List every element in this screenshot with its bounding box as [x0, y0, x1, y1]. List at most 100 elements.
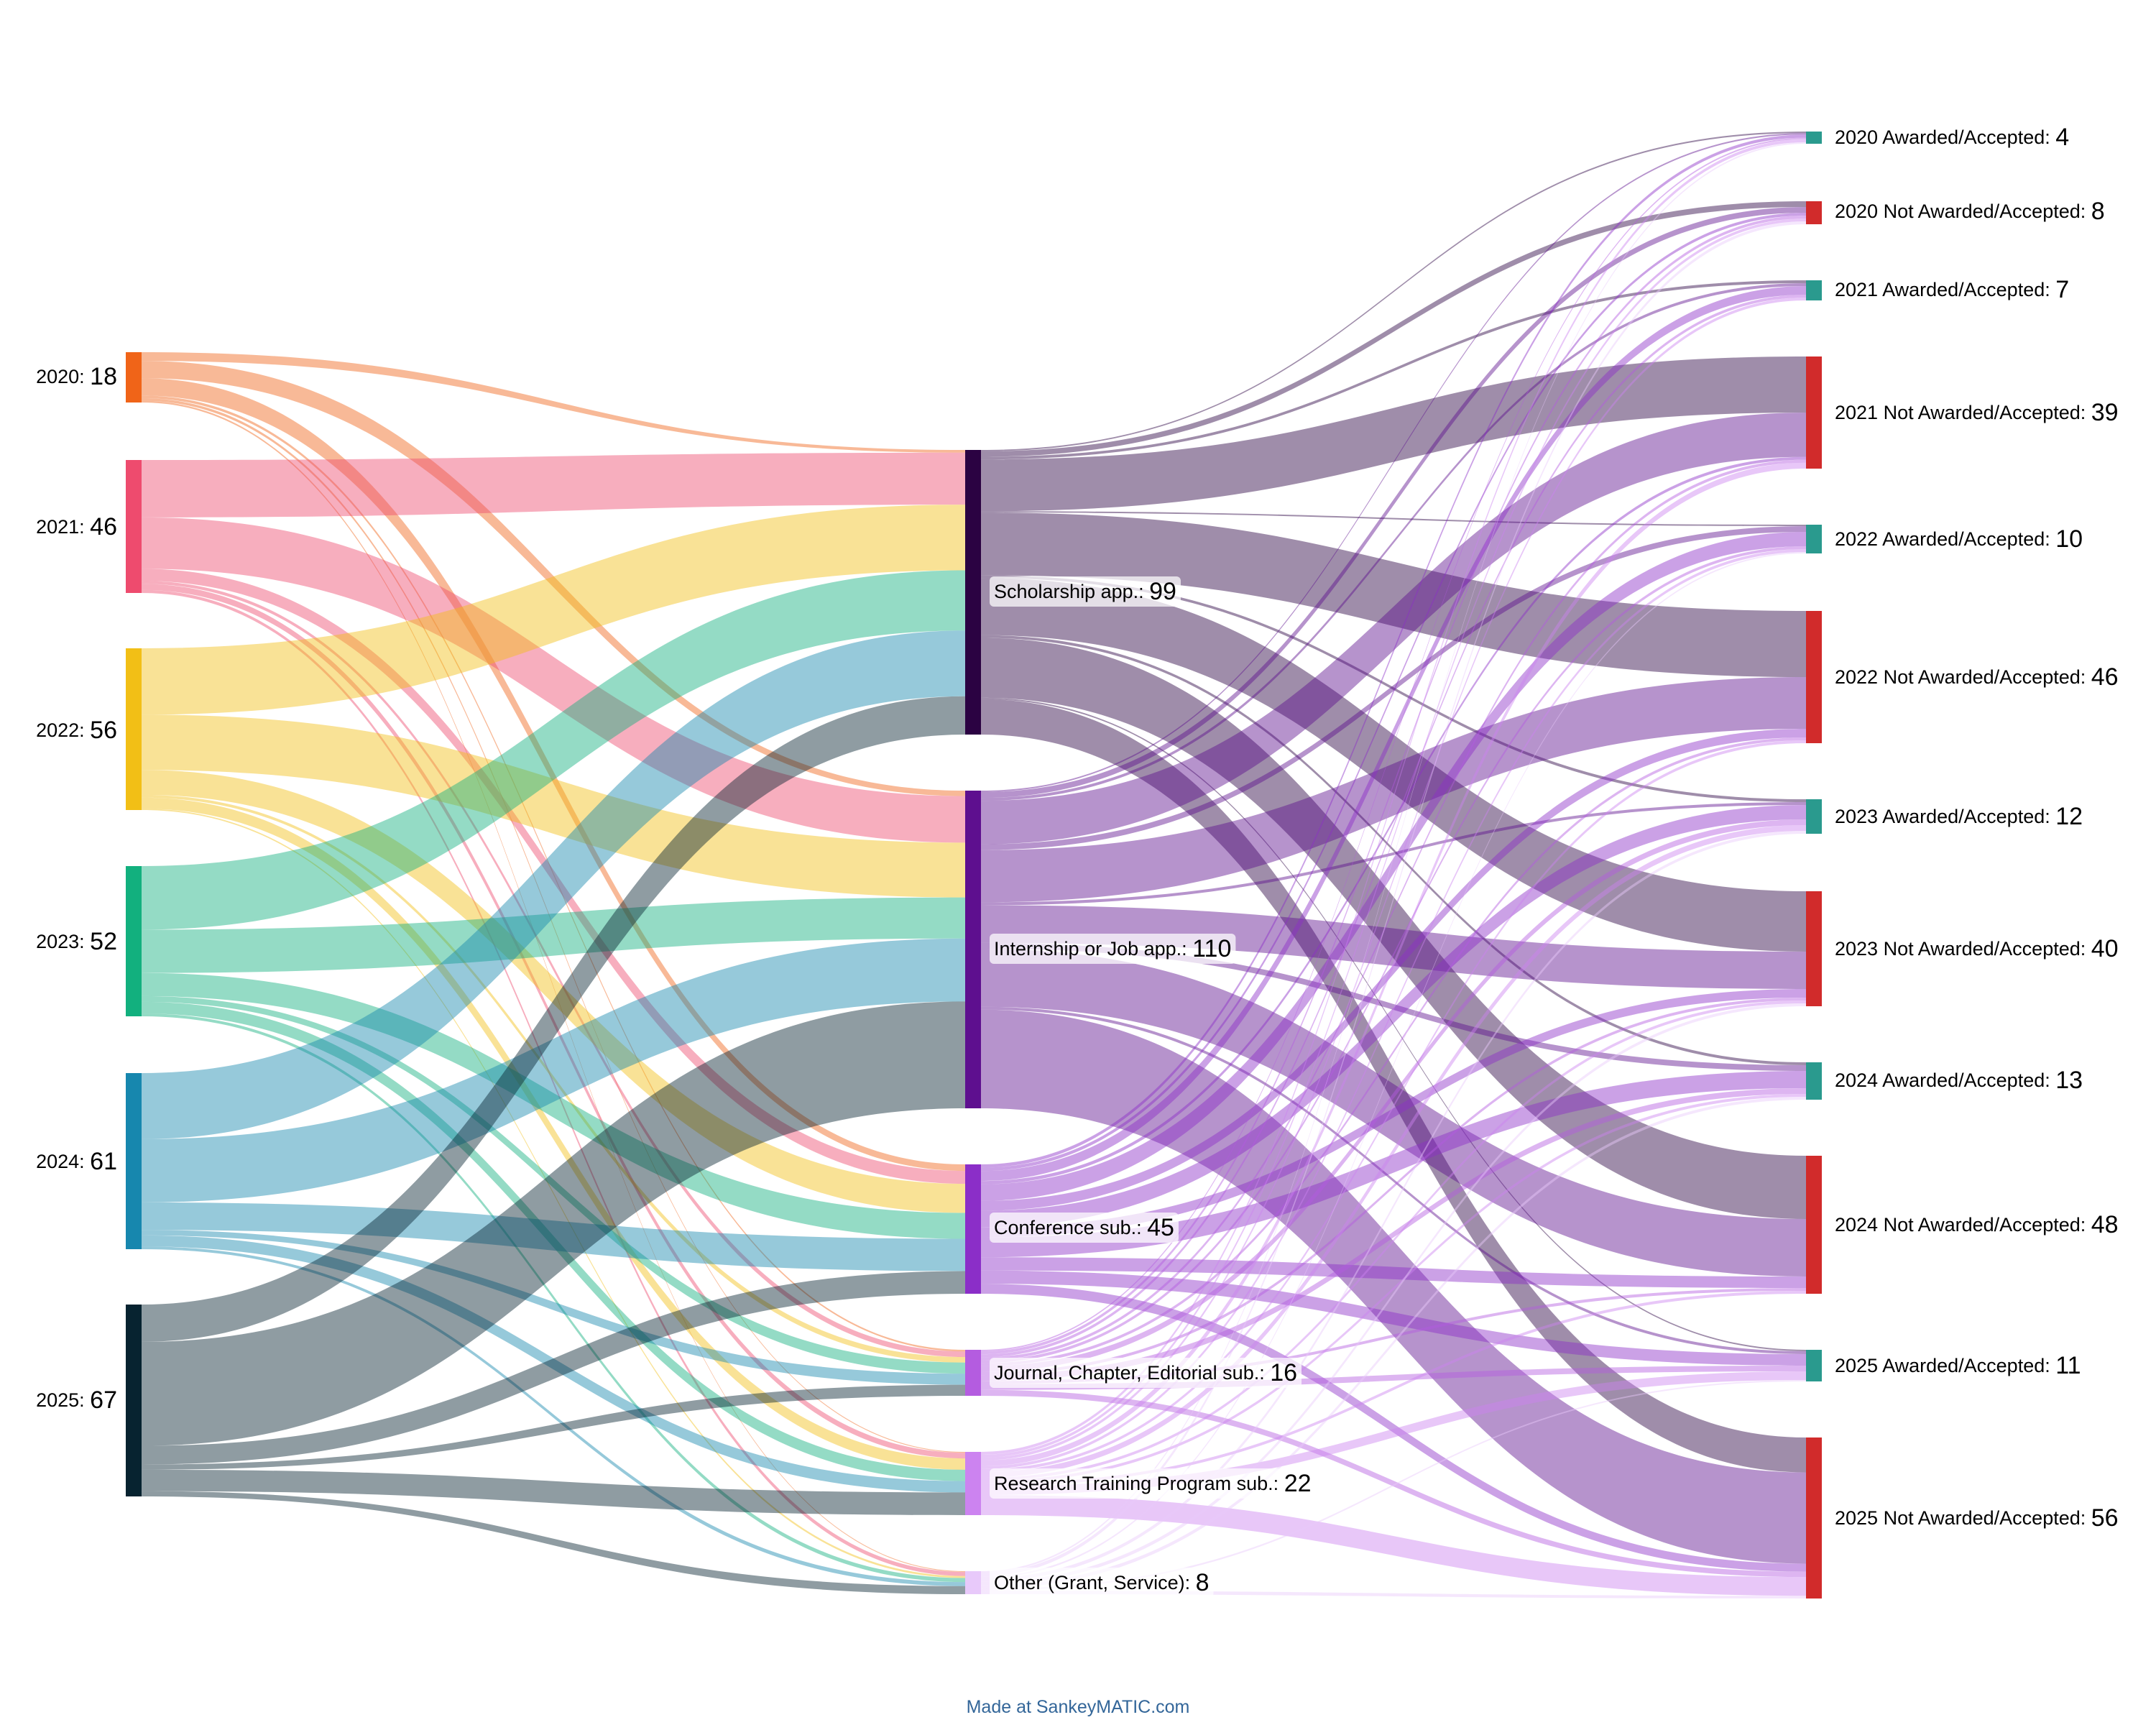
flow-scholarship-to-a2022[interactable] [981, 511, 1806, 526]
flow-y2022-to-conference[interactable] [142, 770, 965, 1213]
flow-y2020-to-other[interactable] [142, 400, 965, 1573]
flow-y2024-to-other[interactable] [142, 1246, 965, 1586]
flow-y2020-to-scholarship[interactable] [142, 352, 965, 453]
flow-conference-to-n2025[interactable] [981, 1284, 1806, 1572]
flow-y2022-to-other[interactable] [142, 809, 965, 1578]
node-n2025[interactable] [1806, 1438, 1822, 1598]
flow-rtp-to-n2025[interactable] [981, 1495, 1806, 1596]
flow-y2021-to-internship[interactable] [142, 517, 965, 843]
credit-link[interactable]: Made at SankeyMATIC.com [967, 1697, 1190, 1717]
flow-conference-to-a2020[interactable] [981, 134, 1806, 1168]
node-a2023[interactable] [1806, 799, 1822, 834]
node-n2022[interactable] [1806, 611, 1822, 743]
flow-y2020-to-journal[interactable] [142, 395, 965, 1352]
node-y2020[interactable] [126, 352, 142, 402]
flow-y2021-to-conference[interactable] [142, 569, 965, 1184]
flow-y2025-to-scholarship[interactable] [142, 696, 965, 1342]
flow-y2025-to-internship[interactable] [142, 1001, 965, 1446]
flow-other-to-a2022[interactable] [981, 552, 1806, 1578]
flow-internship-to-a2024[interactable] [981, 942, 1806, 1071]
node-y2022[interactable] [126, 648, 142, 810]
flow-other-to-n2023[interactable] [981, 1003, 1806, 1586]
flow-y2020-to-rtp[interactable] [142, 397, 965, 1453]
flow-conference-to-n2023[interactable] [981, 989, 1806, 1238]
flow-conference-to-a2024[interactable] [981, 1071, 1806, 1258]
flow-y2022-to-scholarship[interactable] [142, 505, 965, 715]
flow-y2021-to-other[interactable] [142, 589, 965, 1576]
flow-y2023-to-conference[interactable] [142, 972, 965, 1239]
flow-rtp-to-n2020[interactable] [981, 218, 1806, 1458]
flow-y2025-to-conference[interactable] [142, 1271, 965, 1465]
flow-other-to-n2020[interactable] [981, 221, 1806, 1577]
flow-rtp-to-a2020[interactable] [981, 139, 1806, 1455]
flow-internship-to-n2023[interactable] [981, 905, 1806, 989]
flow-scholarship-to-n2021[interactable] [981, 356, 1806, 512]
flow-internship-to-a2022[interactable] [981, 526, 1806, 850]
flow-scholarship-to-n2024[interactable] [981, 638, 1806, 1219]
node-n2020[interactable] [1806, 201, 1822, 224]
flow-journal-to-a2023[interactable] [981, 819, 1806, 1372]
node-n2024[interactable] [1806, 1156, 1822, 1294]
flow-conference-to-n2020[interactable] [981, 213, 1806, 1172]
node-a2024[interactable] [1806, 1062, 1822, 1100]
flow-y2021-to-journal[interactable] [142, 581, 965, 1358]
flow-y2022-to-internship[interactable] [142, 714, 965, 898]
flow-y2025-to-journal[interactable] [142, 1384, 965, 1470]
flow-internship-to-a2025[interactable] [981, 1006, 1806, 1354]
flow-internship-to-n2024[interactable] [981, 948, 1806, 1276]
flow-scholarship-to-n2022[interactable] [981, 512, 1806, 677]
flow-y2021-to-rtp[interactable] [142, 584, 965, 1459]
node-internship[interactable] [965, 791, 981, 1108]
flow-scholarship-to-n2020[interactable] [981, 201, 1806, 457]
flow-journal-to-n2025[interactable] [981, 1389, 1806, 1578]
node-scholarship[interactable] [965, 450, 981, 735]
flow-y2023-to-journal[interactable] [142, 995, 965, 1374]
node-rtp[interactable] [965, 1452, 981, 1515]
node-y2021[interactable] [126, 460, 142, 593]
flow-y2020-to-conference[interactable] [142, 378, 965, 1171]
flow-conference-to-a2023[interactable] [981, 805, 1806, 1228]
flow-internship-to-a2020[interactable] [981, 133, 1806, 793]
flow-rtp-to-a2023[interactable] [981, 825, 1806, 1478]
flow-rtp-to-n2024[interactable] [981, 1291, 1806, 1486]
node-a2021[interactable] [1806, 280, 1822, 300]
flow-y2023-to-internship[interactable] [142, 897, 965, 973]
flow-journal-to-a2020[interactable] [981, 137, 1806, 1352]
flow-conference-to-n2021[interactable] [981, 456, 1806, 1184]
flow-internship-to-n2022[interactable] [981, 677, 1806, 903]
flow-journal-to-n2020[interactable] [981, 216, 1806, 1355]
node-other[interactable] [965, 1571, 981, 1594]
node-journal[interactable] [965, 1350, 981, 1396]
flow-y2024-to-conference[interactable] [142, 1202, 965, 1271]
flow-rtp-to-n2022[interactable] [981, 740, 1806, 1472]
flow-y2025-to-other[interactable] [142, 1491, 965, 1594]
node-n2021[interactable] [1806, 356, 1822, 469]
flow-conference-to-n2024[interactable] [981, 1257, 1806, 1288]
flow-journal-to-n2021[interactable] [981, 459, 1806, 1361]
flow-conference-to-a2025[interactable] [981, 1270, 1806, 1366]
flow-y2024-to-rtp[interactable] [142, 1235, 965, 1493]
node-a2020[interactable] [1806, 132, 1822, 144]
flow-y2020-to-internship[interactable] [142, 361, 965, 796]
flow-other-to-a2023[interactable] [981, 831, 1806, 1582]
flow-journal-to-a2022[interactable] [981, 546, 1806, 1363]
flow-internship-to-n2020[interactable] [981, 207, 1806, 799]
flow-rtp-to-n2023[interactable] [981, 1000, 1806, 1481]
node-y2024[interactable] [126, 1073, 142, 1249]
flow-journal-to-a2024[interactable] [981, 1088, 1806, 1381]
flow-rtp-to-a2024[interactable] [981, 1094, 1806, 1484]
node-conference[interactable] [965, 1164, 981, 1294]
flow-conference-to-n2022[interactable] [981, 729, 1806, 1211]
flow-y2021-to-scholarship[interactable] [142, 452, 965, 518]
flow-y2023-to-rtp[interactable] [142, 1001, 965, 1481]
flow-internship-to-n2025[interactable] [981, 1009, 1806, 1564]
flow-internship-to-n2021[interactable] [981, 413, 1806, 845]
flow-rtp-to-a2022[interactable] [981, 549, 1806, 1469]
flow-other-to-a2020[interactable] [981, 142, 1806, 1573]
flow-internship-to-a2021[interactable] [981, 283, 1806, 801]
node-y2025[interactable] [126, 1305, 142, 1496]
flow-y2025-to-rtp[interactable] [142, 1469, 965, 1515]
flow-y2022-to-rtp[interactable] [142, 797, 965, 1470]
node-a2022[interactable] [1806, 525, 1822, 553]
flow-journal-to-n2022[interactable] [981, 737, 1806, 1366]
